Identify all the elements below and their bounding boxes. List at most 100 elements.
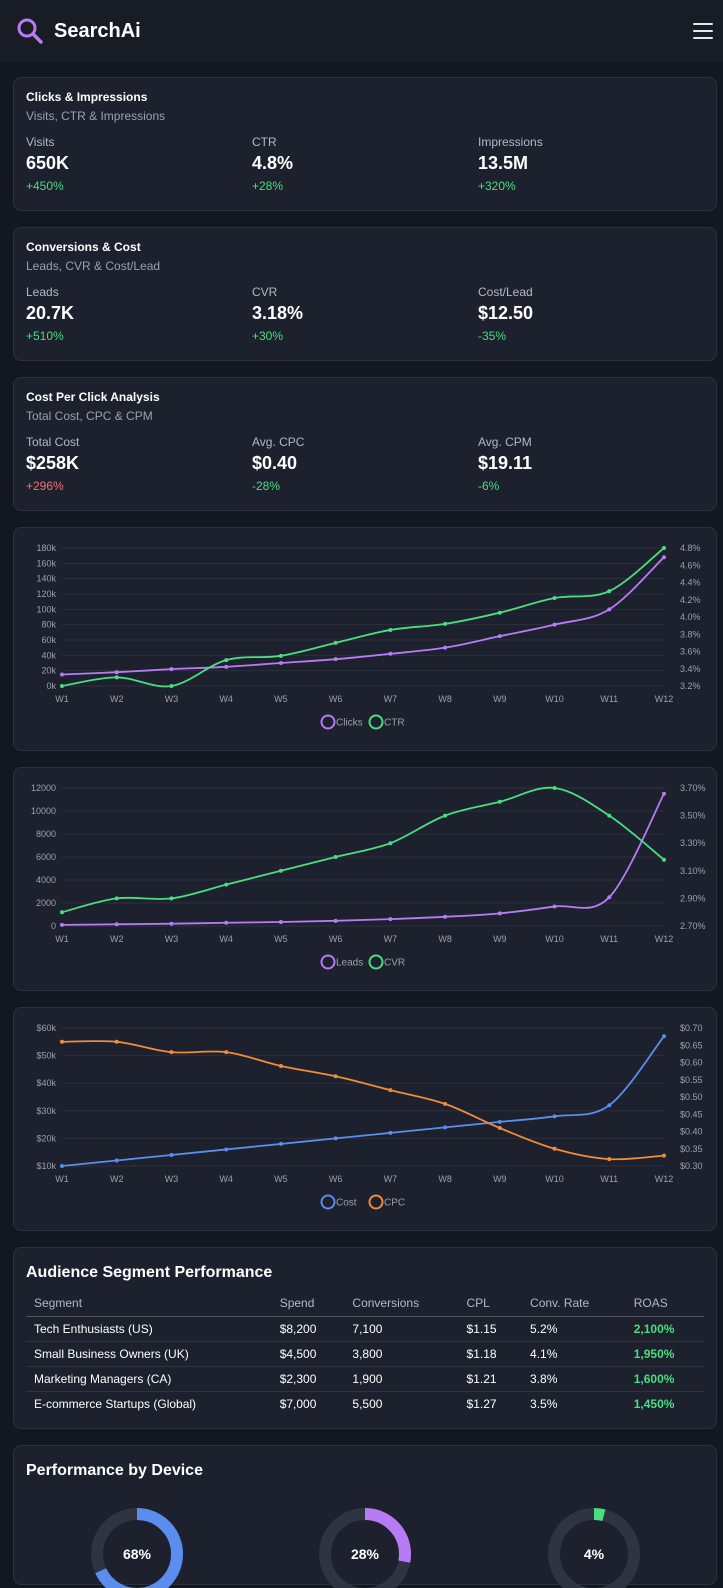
data-point-leads[interactable] xyxy=(333,918,338,923)
data-point-cvr[interactable] xyxy=(607,813,612,818)
data-point-leads[interactable] xyxy=(662,791,666,796)
data-point-cost[interactable] xyxy=(388,1130,393,1135)
data-point-ctr[interactable] xyxy=(169,684,174,688)
cell-spend: $2,300 xyxy=(271,1366,345,1392)
data-point-cost[interactable] xyxy=(662,1034,666,1039)
data-point-cvr[interactable] xyxy=(662,857,666,862)
data-point-leads[interactable] xyxy=(388,917,393,922)
data-point-cost[interactable] xyxy=(114,1158,119,1163)
data-point-cost[interactable] xyxy=(333,1136,338,1141)
legend-label-cost[interactable]: Cost xyxy=(336,1198,357,1209)
data-point-cpc[interactable] xyxy=(169,1050,174,1055)
legend-label-cvr[interactable]: CVR xyxy=(384,958,405,969)
data-point-cpc[interactable] xyxy=(497,1126,502,1131)
cell-conversions: 7,100 xyxy=(344,1316,459,1342)
legend-label-clicks[interactable]: Clicks xyxy=(336,718,363,729)
legend-label-cpc[interactable]: CPC xyxy=(384,1198,405,1209)
data-point-ctr[interactable] xyxy=(552,596,557,601)
data-point-cost[interactable] xyxy=(552,1114,557,1119)
brand[interactable]: SearchAi xyxy=(16,17,141,45)
data-point-cvr[interactable] xyxy=(497,799,502,804)
data-point-cpc[interactable] xyxy=(278,1063,283,1068)
data-point-leads[interactable] xyxy=(607,895,612,900)
legend-label-ctr[interactable]: CTR xyxy=(384,718,405,729)
data-point-ctr[interactable] xyxy=(114,675,119,680)
donut-slice-3[interactable] xyxy=(548,1508,640,1588)
data-point-clicks[interactable] xyxy=(333,657,338,662)
data-point-cvr[interactable] xyxy=(224,882,229,887)
data-point-cvr[interactable] xyxy=(60,910,64,915)
data-point-ctr[interactable] xyxy=(333,640,338,645)
data-point-cvr[interactable] xyxy=(388,841,393,846)
metric-visits: Visits 650K +450% xyxy=(26,135,252,193)
data-point-cpc[interactable] xyxy=(333,1074,338,1079)
legend-marker-leads[interactable] xyxy=(320,954,336,970)
data-point-cost[interactable] xyxy=(169,1152,174,1157)
data-point-cpc[interactable] xyxy=(388,1088,393,1093)
x-tick-label: W8 xyxy=(438,694,452,704)
legend-label-leads[interactable]: Leads xyxy=(336,958,363,969)
data-point-clicks[interactable] xyxy=(552,622,557,627)
data-point-ctr[interactable] xyxy=(497,610,502,615)
data-point-clicks[interactable] xyxy=(114,670,119,675)
data-point-cvr[interactable] xyxy=(333,855,338,859)
data-point-clicks[interactable] xyxy=(224,664,229,669)
data-point-cpc[interactable] xyxy=(662,1153,666,1158)
data-point-clicks[interactable] xyxy=(169,667,174,672)
data-point-ctr[interactable] xyxy=(443,621,448,626)
data-point-cpc[interactable] xyxy=(607,1157,612,1162)
data-point-leads[interactable] xyxy=(497,911,502,916)
cell-roas: 1,600% xyxy=(625,1366,704,1392)
data-point-ctr[interactable] xyxy=(224,658,229,663)
data-point-cpc[interactable] xyxy=(224,1050,229,1055)
data-point-clicks[interactable] xyxy=(662,555,666,560)
legend-marker-cvr[interactable] xyxy=(368,954,384,970)
y-left-tick-label: 120k xyxy=(36,589,56,599)
data-point-cvr[interactable] xyxy=(169,896,174,901)
data-point-clicks[interactable] xyxy=(60,672,64,677)
table-header-row: Segment Spend Conversions CPL Conv. Rate… xyxy=(26,1290,704,1317)
table-row: Tech Enthusiasts (US) $8,200 7,100 $1.15… xyxy=(26,1316,704,1342)
data-point-cost[interactable] xyxy=(278,1141,283,1146)
data-point-cvr[interactable] xyxy=(552,786,557,790)
data-point-clicks[interactable] xyxy=(607,607,612,612)
data-point-cvr[interactable] xyxy=(443,813,448,818)
x-tick-label: W2 xyxy=(110,934,124,944)
legend-marker-cost[interactable] xyxy=(320,1194,336,1210)
data-point-cost[interactable] xyxy=(60,1164,64,1168)
data-point-cvr[interactable] xyxy=(278,868,283,873)
metric-label: Visits xyxy=(26,135,55,149)
data-point-leads[interactable] xyxy=(443,914,448,919)
data-point-cost[interactable] xyxy=(443,1125,448,1130)
data-point-cost[interactable] xyxy=(497,1119,502,1124)
hamburger-menu-icon[interactable] xyxy=(693,23,713,39)
legend-marker-ctr[interactable] xyxy=(368,714,384,730)
data-point-ctr[interactable] xyxy=(388,627,393,632)
data-point-clicks[interactable] xyxy=(388,651,393,656)
data-point-clicks[interactable] xyxy=(443,645,448,650)
data-point-ctr[interactable] xyxy=(607,589,612,594)
data-point-cpc[interactable] xyxy=(552,1146,557,1151)
data-point-cpc[interactable] xyxy=(443,1101,448,1106)
data-point-leads[interactable] xyxy=(552,904,557,909)
data-point-clicks[interactable] xyxy=(278,661,283,665)
data-point-leads[interactable] xyxy=(278,919,283,924)
data-point-ctr[interactable] xyxy=(662,546,666,550)
data-point-cpc[interactable] xyxy=(114,1039,119,1044)
donut-slice-1[interactable] xyxy=(91,1508,183,1588)
data-point-ctr[interactable] xyxy=(60,684,64,688)
data-point-cvr[interactable] xyxy=(114,896,119,901)
data-point-leads[interactable] xyxy=(224,920,229,925)
data-point-leads[interactable] xyxy=(169,921,174,926)
legend-marker-cpc[interactable] xyxy=(368,1194,384,1210)
metric-value: $258K xyxy=(26,453,80,473)
data-point-cost[interactable] xyxy=(607,1103,612,1108)
data-point-clicks[interactable] xyxy=(497,634,502,639)
data-point-ctr[interactable] xyxy=(278,653,283,658)
data-point-cost[interactable] xyxy=(224,1147,229,1152)
data-point-leads[interactable] xyxy=(60,922,64,927)
data-point-cpc[interactable] xyxy=(60,1039,64,1044)
donut-slice-2[interactable] xyxy=(319,1508,411,1588)
legend-marker-clicks[interactable] xyxy=(320,714,336,730)
data-point-leads[interactable] xyxy=(114,922,119,927)
